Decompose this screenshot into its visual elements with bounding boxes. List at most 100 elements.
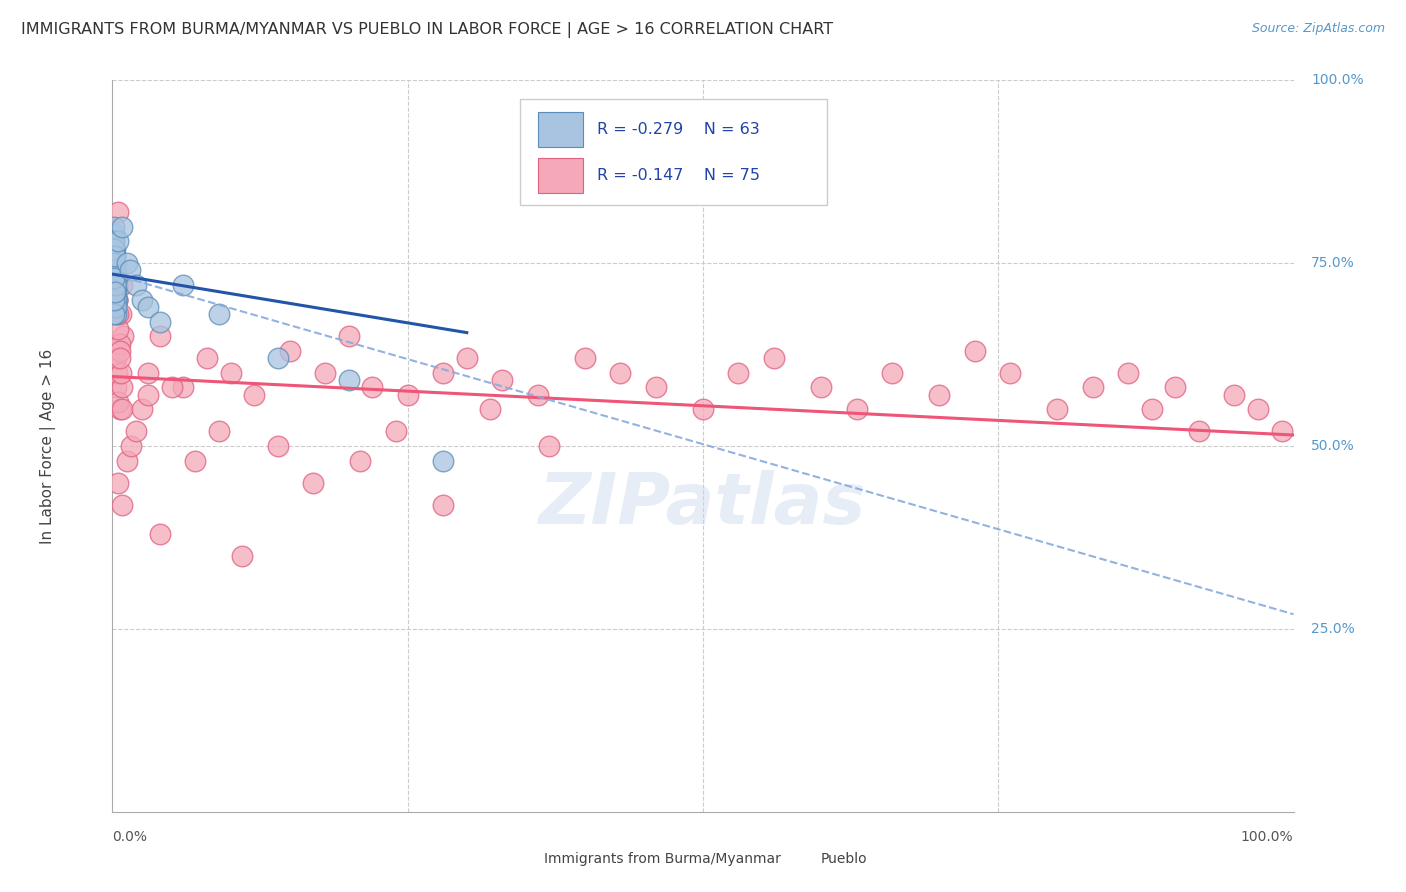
Point (105, 366, 128, 380)
Point (1164, 380, 1187, 394)
Point (103, 293, 125, 307)
Point (491, 373, 513, 387)
Point (103, 263, 125, 277)
Point (172, 278, 194, 293)
Point (103, 256, 125, 270)
Point (103, 227, 125, 241)
Point (302, 475, 325, 490)
Point (267, 351, 290, 366)
Point (361, 380, 384, 394)
Point (456, 351, 478, 366)
Point (267, 439, 290, 453)
Point (103, 270, 125, 285)
Point (105, 293, 128, 307)
Point (103, 242, 125, 256)
Point (963, 343, 986, 358)
Point (105, 278, 128, 293)
Point (104, 249, 127, 263)
Point (208, 425, 231, 439)
Point (104, 249, 127, 263)
Point (108, 343, 131, 358)
Point (103, 234, 125, 248)
Point (1046, 402, 1069, 417)
Point (103, 219, 125, 234)
Point (105, 263, 128, 277)
Point (108, 351, 131, 366)
Point (105, 278, 128, 293)
Point (105, 380, 128, 394)
Point (110, 307, 132, 321)
Point (103, 293, 125, 307)
Point (103, 263, 125, 277)
Point (337, 373, 360, 387)
Point (111, 219, 134, 234)
Point (105, 293, 128, 307)
Point (349, 453, 371, 467)
Point (208, 307, 231, 321)
Point (928, 388, 950, 402)
Text: 100.0%: 100.0% (1241, 830, 1294, 844)
Point (111, 278, 134, 293)
Point (172, 380, 194, 394)
Point (103, 256, 125, 270)
Text: 100.0%: 100.0% (1312, 73, 1364, 87)
Point (432, 498, 454, 512)
Point (104, 263, 127, 277)
Point (103, 234, 125, 248)
FancyBboxPatch shape (537, 112, 582, 147)
Point (574, 351, 596, 366)
Point (149, 329, 172, 343)
Point (104, 249, 127, 263)
Point (1081, 380, 1104, 394)
Point (1116, 366, 1139, 380)
Point (103, 278, 125, 293)
Point (479, 402, 502, 417)
Point (104, 285, 127, 300)
Point (103, 249, 125, 263)
Point (149, 315, 172, 329)
Point (104, 256, 127, 270)
Text: Source: ZipAtlas.com: Source: ZipAtlas.com (1251, 22, 1385, 36)
Point (160, 380, 183, 394)
Point (231, 549, 253, 563)
Point (105, 351, 128, 366)
Point (1140, 402, 1163, 417)
Point (526, 388, 548, 402)
Point (103, 307, 125, 321)
FancyBboxPatch shape (780, 849, 813, 868)
Point (111, 498, 134, 512)
Text: 50.0%: 50.0% (1312, 439, 1355, 453)
Point (810, 380, 832, 394)
Point (105, 270, 128, 285)
Point (104, 278, 127, 293)
Point (111, 380, 134, 394)
Text: ZIPatlas: ZIPatlas (540, 470, 866, 539)
Point (103, 285, 125, 300)
Point (103, 270, 125, 285)
Text: 25.0%: 25.0% (1312, 622, 1355, 636)
Point (104, 270, 127, 285)
Point (136, 388, 159, 402)
Point (105, 285, 128, 300)
Point (105, 293, 128, 307)
Text: IMMIGRANTS FROM BURMA/MYANMAR VS PUEBLO IN LABOR FORCE | AGE > 16 CORRELATION CH: IMMIGRANTS FROM BURMA/MYANMAR VS PUEBLO … (21, 22, 834, 38)
Point (149, 526, 172, 541)
Point (219, 366, 242, 380)
Point (195, 351, 218, 366)
Point (396, 388, 419, 402)
Point (1247, 402, 1270, 417)
Point (108, 336, 131, 351)
Point (115, 256, 138, 270)
Point (120, 263, 142, 277)
Point (105, 278, 128, 293)
Text: In Labor Force | Age > 16: In Labor Force | Age > 16 (39, 349, 55, 543)
Point (609, 366, 631, 380)
FancyBboxPatch shape (520, 99, 827, 204)
Point (104, 263, 127, 277)
Point (107, 322, 129, 336)
Point (105, 270, 128, 285)
Text: Pueblo: Pueblo (821, 852, 868, 865)
Point (105, 270, 128, 285)
Point (110, 366, 132, 380)
Point (112, 329, 135, 343)
